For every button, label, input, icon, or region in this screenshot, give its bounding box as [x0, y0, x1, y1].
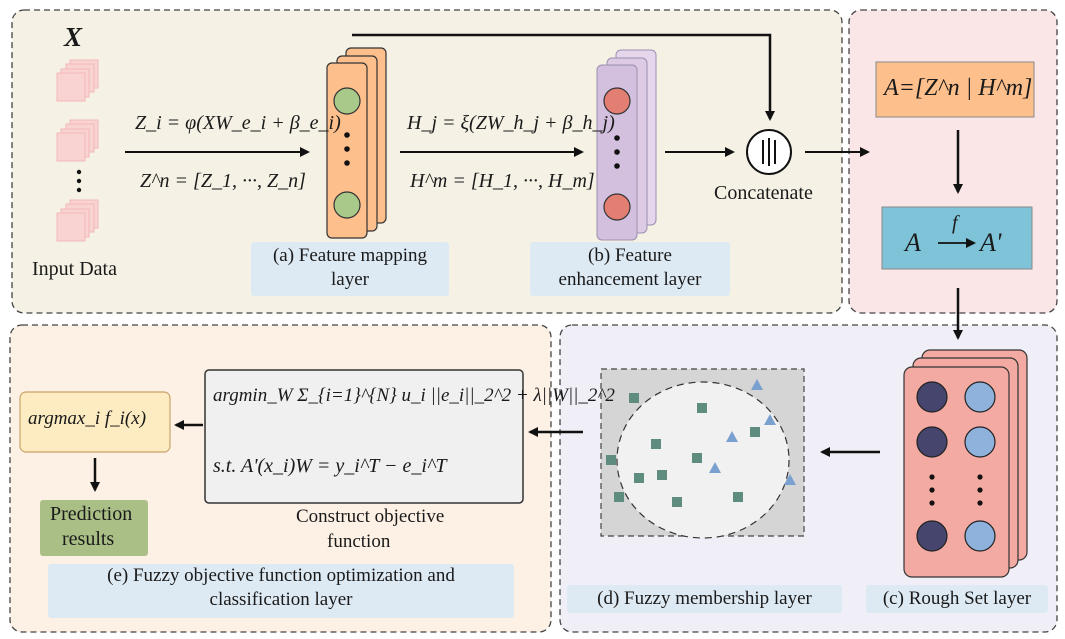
input-ellipsis: [76, 169, 82, 193]
enhancement-caption-line2: enhancement layer: [558, 269, 702, 290]
mapping-caption-line2: layer: [331, 269, 369, 290]
mapping-caption-line1: (a) Feature mapping: [272, 245, 428, 266]
objective-line1: argmin_W Σ_{i=1}^{N} u_i ||e_i||_2^2 + λ…: [213, 385, 615, 406]
transform-from: A: [905, 228, 921, 257]
mapping-caption: (a) Feature mapping layer: [251, 242, 449, 296]
argmax-text: argmax_i f_i(x): [28, 408, 147, 429]
mapping-eq2: Z^n = [Z_1, ···, Z_n]: [140, 170, 306, 192]
concat-formula: A=[Z^n | H^m]: [884, 75, 1033, 101]
rough-set-layer: [903, 349, 1028, 578]
enhancement-eq1: H_j = ξ(ZW_h_j + β_h_j): [407, 112, 615, 134]
feature-enhancement-layer: [596, 49, 657, 241]
concat-formula-box: [875, 61, 1035, 118]
fuzzy-caption: (d) Fuzzy membership layer: [567, 585, 842, 613]
input-label: Input Data: [32, 258, 117, 280]
input-symbol: X: [64, 22, 83, 52]
feature-mapping-layer: [326, 47, 387, 239]
arrow-mapping-skip-to-concat: [352, 33, 775, 121]
enhancement-caption: (b) Feature enhancement layer: [530, 242, 730, 296]
mapping-eq1: Z_i = φ(XW_e_i + β_e_i): [135, 112, 341, 134]
enhancement-caption-line1: (b) Feature: [588, 245, 672, 266]
objective-caption-line1: Construct objective: [296, 506, 445, 527]
prediction-line2: results: [62, 528, 115, 550]
concat-label: Concatenate: [714, 182, 813, 204]
transform-fn: f: [952, 212, 958, 234]
objective-line2: s.t. A'(x_i)W = y_i^T − e_i^T: [213, 455, 447, 477]
argmax-box: [19, 391, 171, 453]
enhancement-eq2: H^m = [H_1, ···, H_m]: [410, 170, 595, 192]
prediction-box: [40, 500, 148, 556]
transform-box: [881, 206, 1033, 270]
objective-caption-line2: function: [327, 531, 391, 552]
objective-box: [204, 369, 524, 504]
classification-caption-line2: classification layer: [209, 589, 353, 610]
classification-caption-line1: (e) Fuzzy objective function optimizatio…: [107, 565, 455, 586]
input-data-stacks: [56, 59, 99, 242]
classification-caption: (e) Fuzzy objective function optimizatio…: [48, 564, 514, 618]
concatenate-symbol: [746, 129, 792, 175]
rough-set-caption: (c) Rough Set layer: [866, 585, 1048, 613]
transform-to: A': [980, 228, 1002, 257]
prediction-line1: Prediction: [50, 503, 133, 525]
fuzzy-membership-plot: [600, 368, 805, 539]
